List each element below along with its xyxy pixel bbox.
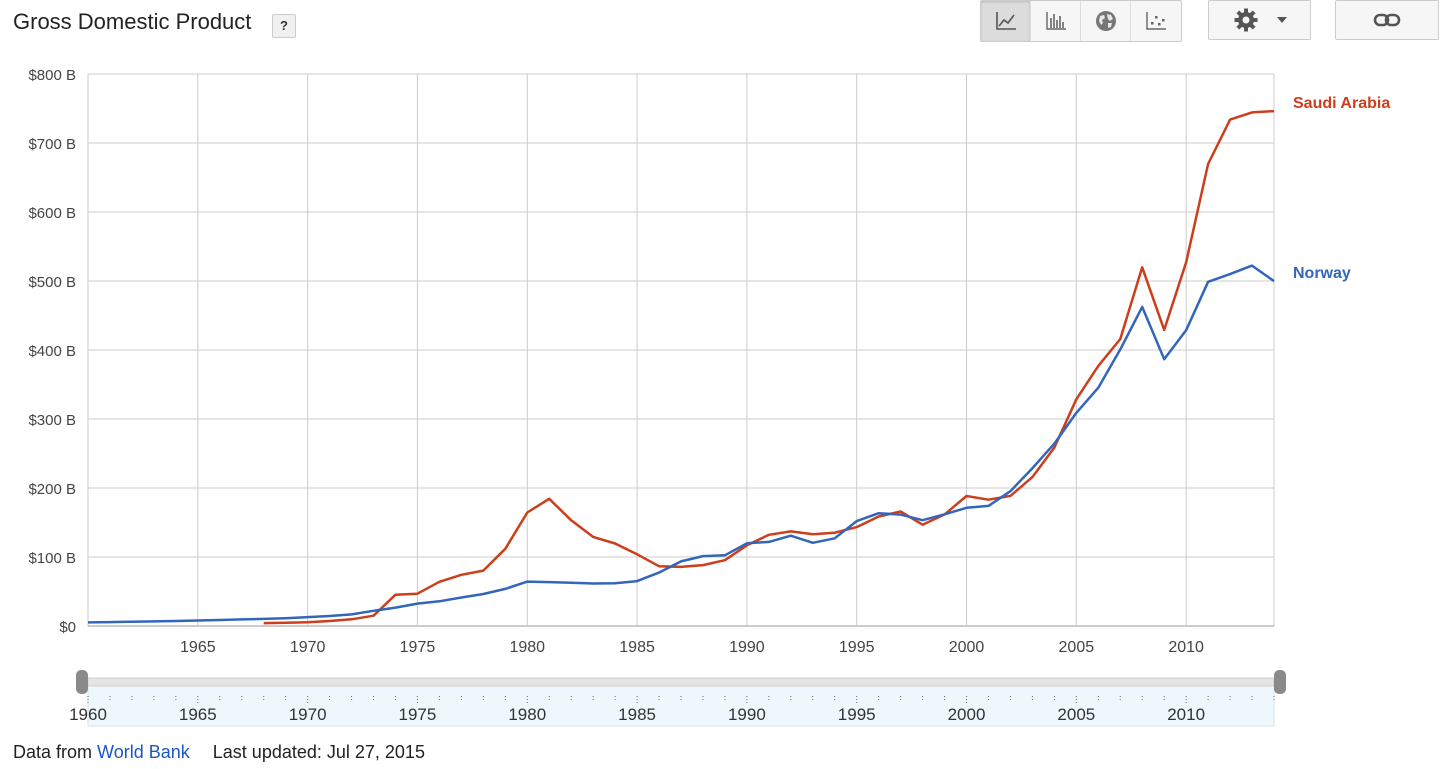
- slider-year-label: 1990: [728, 705, 766, 724]
- line-chart-button[interactable]: [981, 1, 1031, 41]
- caret-down-icon: [1276, 17, 1287, 23]
- slider-year-label: 1985: [618, 705, 656, 724]
- x-tick-label: 1980: [509, 639, 545, 656]
- slider-year-label: 1970: [289, 705, 327, 724]
- x-tick-label: 2005: [1059, 639, 1095, 656]
- help-button[interactable]: ?: [272, 14, 296, 38]
- y-tick-label: $500 B: [28, 274, 76, 291]
- chart-type-toolbar: [980, 0, 1182, 42]
- link-button[interactable]: [1335, 0, 1439, 40]
- y-tick-label: $400 B: [28, 343, 76, 360]
- y-tick-label: $600 B: [28, 205, 76, 222]
- slider-year-label: 2010: [1167, 705, 1205, 724]
- x-tick-label: 1995: [839, 639, 875, 656]
- source-link[interactable]: World Bank: [97, 742, 190, 762]
- x-tick-label: 2010: [1168, 639, 1204, 656]
- x-tick-label: 1985: [619, 639, 655, 656]
- line-chart-icon: [995, 12, 1016, 30]
- x-tick-label: 2000: [949, 639, 985, 656]
- bar-chart-icon: [1045, 12, 1066, 30]
- slider-year-label: 1965: [179, 705, 217, 724]
- x-tick-label: 1970: [290, 639, 326, 656]
- y-tick-label: $300 B: [28, 412, 76, 429]
- gear-icon: [1234, 8, 1257, 32]
- y-tick-label: $0: [59, 619, 76, 636]
- series-line-saudi-arabia: [263, 109, 1275, 625]
- chart-title: Gross Domestic Product: [13, 9, 252, 34]
- range-slider-bar: [87, 677, 1275, 687]
- series-label-norway: Norway: [1293, 265, 1351, 282]
- range-slider-handle-right[interactable]: [1274, 670, 1286, 694]
- bar-chart-button[interactable]: [1031, 1, 1081, 41]
- settings-button[interactable]: [1208, 0, 1311, 40]
- gdp-line-chart: $0 $100 B $200 B $300 B $400 B $500 B $600 B $7…: [28, 67, 1390, 727]
- x-tick-label: 1990: [729, 639, 765, 656]
- series-label-saudi-arabia: Saudi Arabia: [1293, 95, 1390, 112]
- range-slider-track: [87, 681, 1275, 727]
- y-tick-label: $800 B: [28, 67, 76, 84]
- slider-year-label: 1980: [508, 705, 546, 724]
- globe-icon: [1095, 11, 1116, 31]
- y-tick-label: $700 B: [28, 136, 76, 153]
- slider-year-label: 1995: [838, 705, 876, 724]
- map-chart-button[interactable]: [1081, 1, 1131, 41]
- last-updated: Last updated: Jul 27, 2015: [212, 742, 425, 762]
- scatter-chart-button[interactable]: [1131, 1, 1181, 41]
- slider-year-label: 2005: [1057, 705, 1095, 724]
- x-tick-label: 1965: [180, 639, 216, 656]
- x-tick-label: 1975: [400, 639, 436, 656]
- footer: Data from World Bank Last updated: Jul 2…: [13, 742, 425, 763]
- source-prefix: Data from: [13, 742, 93, 762]
- scatter-chart-icon: [1146, 12, 1166, 30]
- series-line-norway: [87, 264, 1275, 624]
- slider-year-label: 1960: [69, 705, 107, 724]
- link-icon: [1373, 13, 1401, 27]
- y-tick-label: $100 B: [28, 550, 76, 567]
- range-slider-handle-left[interactable]: [76, 670, 88, 694]
- slider-year-label: 2000: [948, 705, 986, 724]
- slider-year-label: 1975: [399, 705, 437, 724]
- y-tick-label: $200 B: [28, 481, 76, 498]
